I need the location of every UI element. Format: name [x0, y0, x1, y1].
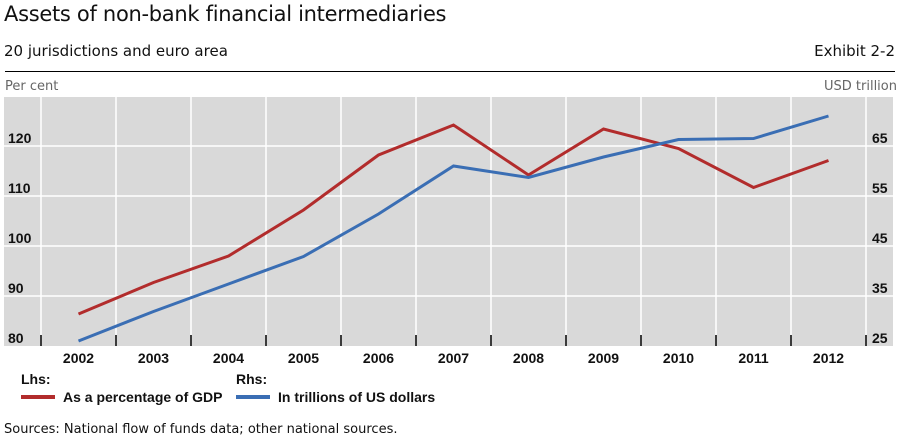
svg-text:2004: 2004 [213, 350, 244, 366]
svg-text:2005: 2005 [288, 350, 319, 366]
y-axis-right-labels: 25 35 45 55 65 [872, 130, 888, 346]
svg-text:45: 45 [872, 230, 888, 246]
sources-note: Sources: National flow of funds data; ot… [4, 422, 398, 437]
svg-text:2011: 2011 [738, 350, 769, 366]
svg-text:120: 120 [8, 130, 32, 146]
legend-rhs-header: Rhs: [236, 371, 268, 387]
gridlines [4, 97, 893, 346]
svg-text:2003: 2003 [138, 350, 169, 366]
legend-label-usd: In trillions of US dollars [278, 389, 436, 405]
exhibit-label: Exhibit 2-2 [814, 42, 895, 60]
svg-text:55: 55 [872, 180, 888, 196]
svg-text:2007: 2007 [438, 350, 469, 366]
header-rule [5, 71, 895, 72]
svg-text:90: 90 [8, 280, 24, 296]
x-axis-ticks [40, 335, 867, 346]
chart-subtitle: 20 jurisdictions and euro area [4, 42, 228, 60]
svg-text:2006: 2006 [363, 350, 394, 366]
chart-title: Assets of non-bank financial intermediar… [4, 2, 447, 26]
svg-text:35: 35 [872, 280, 888, 296]
svg-text:2010: 2010 [663, 350, 694, 366]
svg-text:2012: 2012 [813, 350, 844, 366]
svg-text:80: 80 [8, 330, 24, 346]
legend-swatch-blue [236, 395, 270, 399]
svg-text:65: 65 [872, 130, 888, 146]
series-line-usd-trillion [77, 114, 829, 343]
legend-item-gdp: As a percentage of GDP [21, 389, 223, 405]
svg-text:2008: 2008 [513, 350, 544, 366]
svg-text:25: 25 [872, 330, 888, 346]
svg-text:100: 100 [8, 230, 32, 246]
series-line-gdp-percent [77, 123, 830, 316]
left-axis-unit: Per cent [5, 79, 59, 94]
plot-area [4, 97, 893, 346]
legend-lhs-header: Lhs: [21, 371, 51, 387]
y-axis-left-labels: 80 90 100 110 120 [8, 130, 32, 346]
legend-item-usd: In trillions of US dollars [236, 389, 435, 405]
legend-swatch-red [21, 395, 55, 399]
svg-text:2009: 2009 [588, 350, 619, 366]
svg-text:110: 110 [8, 180, 31, 196]
svg-text:2002: 2002 [63, 350, 94, 366]
legend-label-gdp: As a percentage of GDP [63, 389, 223, 405]
x-axis-labels: 2002 2003 2004 2005 2006 2007 2008 2009 2010 2011… [63, 350, 844, 366]
right-axis-unit: USD trillion [824, 79, 897, 94]
